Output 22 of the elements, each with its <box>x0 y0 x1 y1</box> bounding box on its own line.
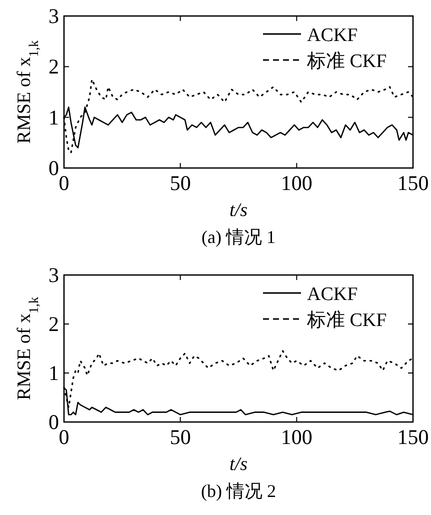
x-tick-label: 100 <box>280 425 312 449</box>
x-tick-label: 50 <box>170 425 191 449</box>
x-tick-label: 50 <box>170 171 191 195</box>
y-tick-label: 2 <box>48 312 59 336</box>
y-tick-label: 1 <box>48 361 59 385</box>
text: (a) 情况 1 <box>202 227 276 247</box>
legend-label: 标准 CKF <box>306 310 387 331</box>
x-tick-label: 150 <box>397 425 429 449</box>
y-tick-label: 3 <box>48 263 59 287</box>
x-axis-title: t/s <box>230 200 248 221</box>
legend-label: ACKF <box>307 284 358 305</box>
legend-label: ACKF <box>307 25 358 46</box>
y-tick-label: 0 <box>48 410 59 434</box>
y-tick-label: 0 <box>48 156 59 180</box>
legend-label: 标准 CKF <box>306 51 387 72</box>
y-tick-label: 2 <box>48 54 59 79</box>
x-tick-label: 150 <box>397 171 429 195</box>
text: (b) 情况 2 <box>201 481 276 501</box>
x-axis-title: t/s <box>230 454 248 475</box>
y-tick-label: 1 <box>48 105 59 130</box>
y-tick-label: 3 <box>48 4 59 28</box>
x-tick-label: 100 <box>280 171 312 195</box>
